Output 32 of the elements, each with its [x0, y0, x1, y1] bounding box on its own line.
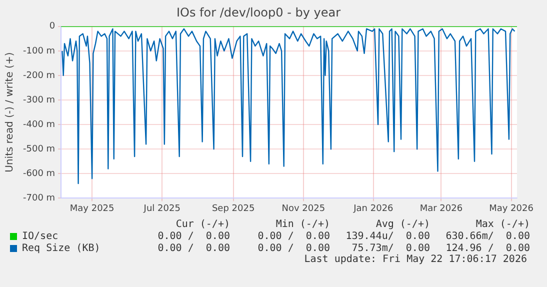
- x-tick-label: Sep 2025: [212, 204, 255, 214]
- x-tick-label: May 2026: [489, 204, 534, 214]
- text: 630.66m/ 0.00: [444, 230, 530, 242]
- x-tick-label: Jul 2025: [142, 204, 180, 214]
- text: 139.44u/ 0.00: [344, 230, 430, 242]
- chart-title: IOs for /dev/loop0 - by year: [176, 5, 341, 20]
- y-tick-label: -700 m: [22, 194, 56, 204]
- y-axis-title: Units read (-) / write (+): [4, 52, 16, 172]
- legend-label: IO/sec: [22, 230, 58, 242]
- text: 0.00 / 0.00: [156, 242, 230, 254]
- y-tick-label: -200 m: [22, 70, 56, 81]
- text: 75.73m/ 0.00: [350, 242, 430, 254]
- x-tick-label: Mar 2026: [420, 204, 463, 214]
- x-tick-label: May 2025: [70, 204, 114, 214]
- text: 124.96 / 0.00: [444, 242, 530, 254]
- y-tick-label: -300 m: [22, 95, 56, 106]
- x-tick-label: Nov 2025: [282, 204, 326, 214]
- y-tick-label: -600 m: [22, 169, 56, 179]
- text: Min (-/+): [274, 218, 330, 230]
- text: Avg (-/+): [374, 218, 430, 230]
- text: Max (-/+): [474, 218, 530, 230]
- x-tick-label: Jan 2026: [352, 204, 394, 214]
- text: 0.00 / 0.00: [156, 230, 230, 242]
- y-tick-label: -500 m: [22, 144, 56, 154]
- text: 0.00 / 0.00: [256, 230, 330, 242]
- text: Last update: Fri May 22 17:06:17 2026: [303, 254, 527, 265]
- y-tick-label: -400 m: [22, 120, 56, 130]
- y-tick-label: 0: [49, 22, 56, 32]
- y-tick-label: -100 m: [22, 46, 56, 56]
- text: 0.00 / 0.00: [256, 242, 330, 254]
- legend-label: Req Size (KB): [22, 242, 100, 254]
- text: Cur (-/+): [174, 218, 230, 230]
